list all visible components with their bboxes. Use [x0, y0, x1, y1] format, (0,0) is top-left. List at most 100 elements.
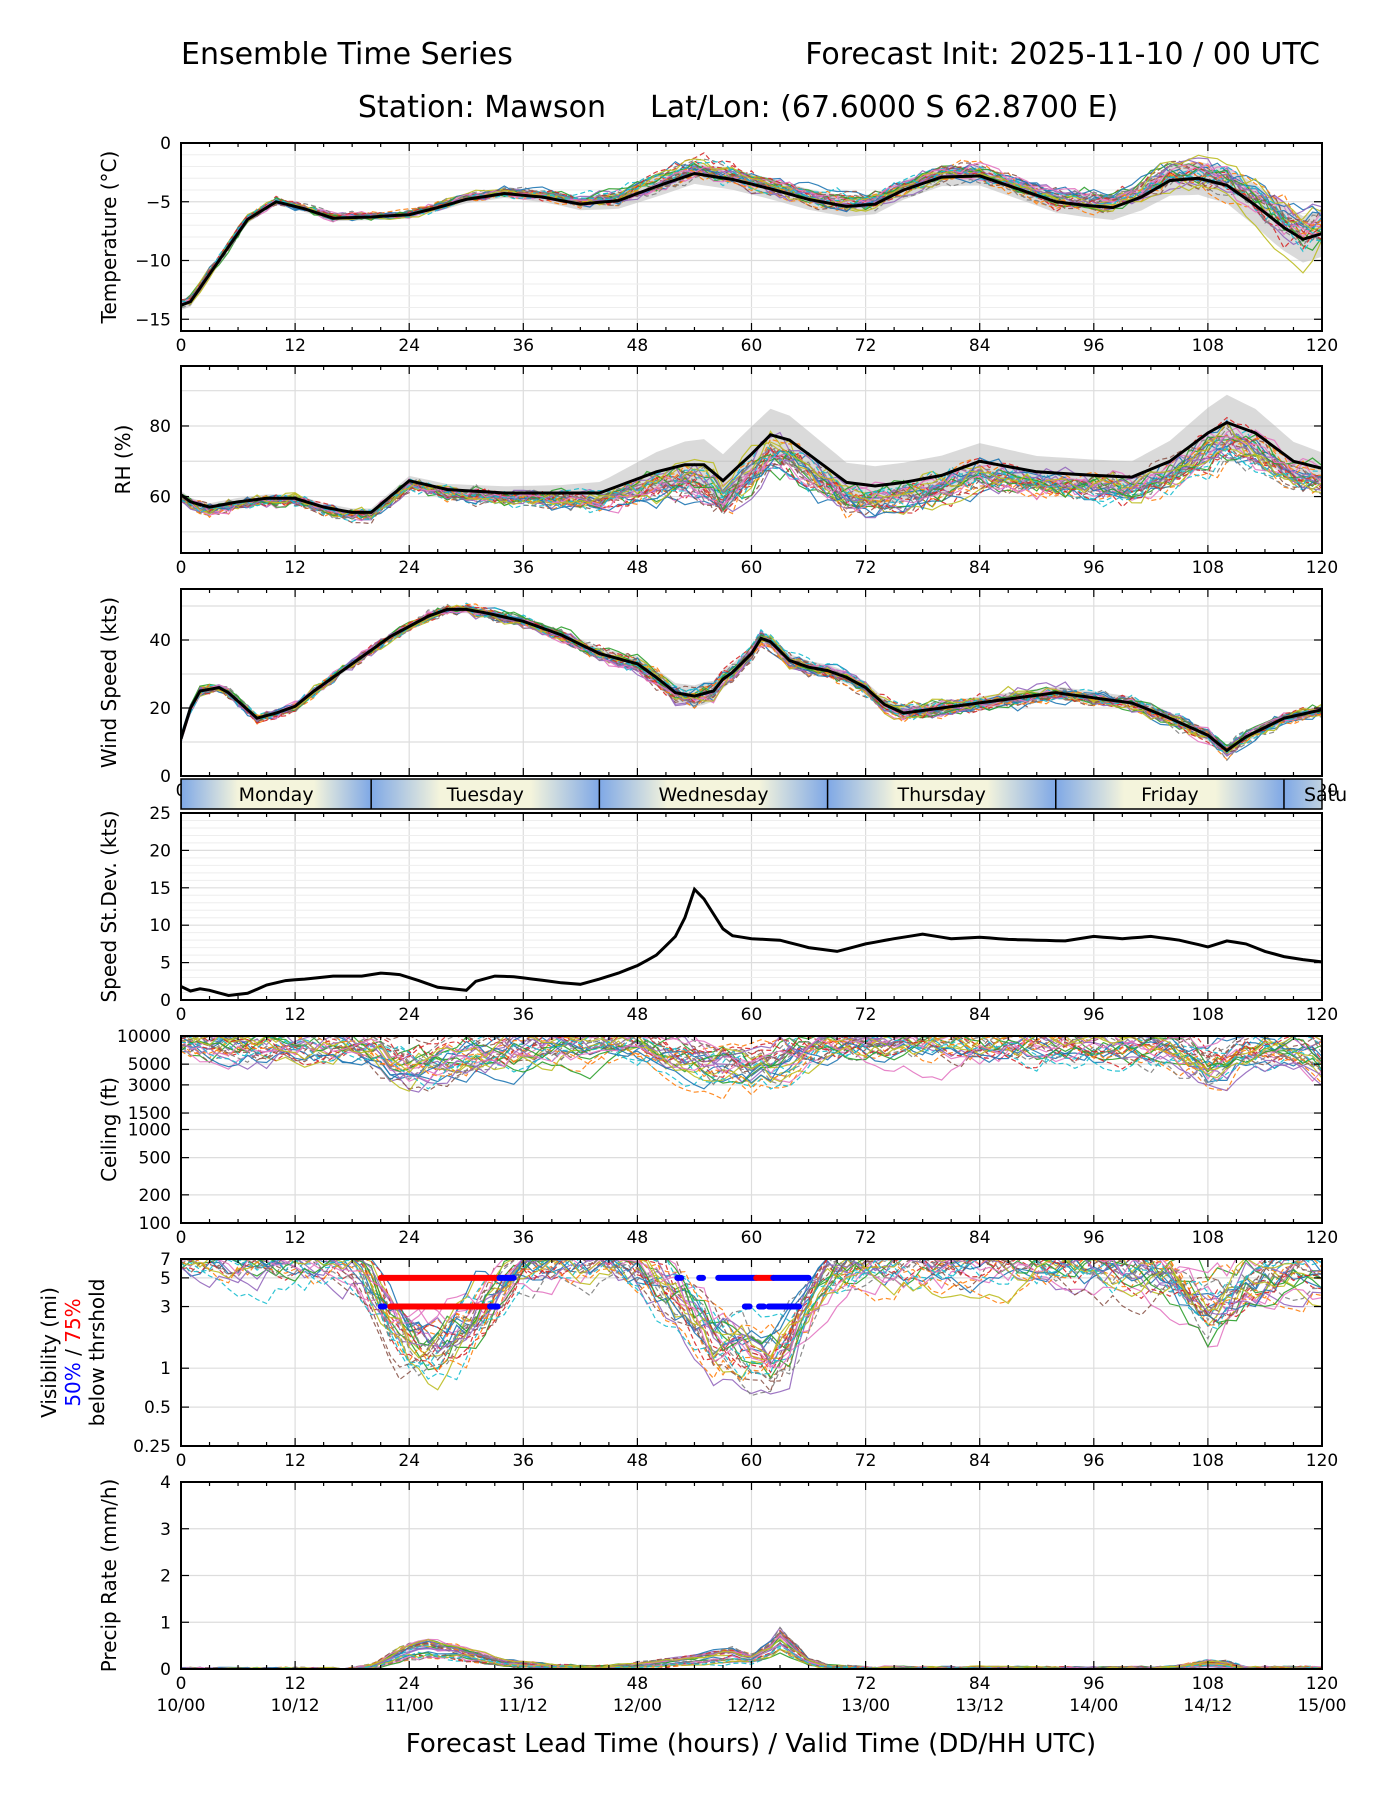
- day-label: Tuesday: [446, 784, 524, 806]
- day-band: [371, 779, 600, 809]
- x-tick-label: 12: [284, 336, 306, 356]
- ensemble-member-line: [181, 1036, 1322, 1090]
- panel-grid: [180, 812, 1323, 1001]
- y-tick-label: −15: [135, 310, 171, 330]
- ensemble-member-line: [181, 1036, 1322, 1086]
- x-tick-label: 84: [969, 1451, 991, 1471]
- x-tick-label: 120: [1306, 1005, 1338, 1025]
- x-tick-label: 120: [1306, 1228, 1338, 1248]
- x-tick-label: 84: [969, 1674, 991, 1694]
- y-tick-label: 4: [160, 1473, 171, 1493]
- day-strip: Monday Tuesday Wednesday Thursday Friday Satu: [180, 778, 1347, 810]
- day-band: [1283, 779, 1322, 809]
- x-tick-label: 96: [1083, 336, 1105, 356]
- x-tick-label: 48: [627, 558, 649, 578]
- ensemble-member-line: [181, 1259, 1322, 1380]
- panel-rh: 0 12 24 36 48 60 72 84 96 108 120 60 80 RH (%): [111, 365, 1338, 578]
- x-tick-label: 24: [398, 1005, 420, 1025]
- x-tick-label: 96: [1083, 1451, 1105, 1471]
- panel-plot-area: [181, 602, 1322, 762]
- ensemble-mean-line: [181, 607, 1322, 753]
- day-label: Friday: [1141, 784, 1199, 806]
- y-tick-label: 7: [160, 1250, 171, 1270]
- x-tick-label: 120: [1306, 1451, 1338, 1471]
- ensemble-member-line: [181, 1259, 1322, 1381]
- x-valid-time-label: 14/12: [1183, 1696, 1232, 1716]
- panel-temperature: 0 12 24 36 48 60 72 84 96 108 120 −15 −10 −5 0 Temperat…: [97, 134, 1338, 356]
- x-tick-label: 0: [176, 1005, 187, 1025]
- y-tick-label: 1: [160, 1359, 171, 1379]
- ensemble-member-line: [181, 1637, 1322, 1669]
- x-tick-label: 108: [1192, 1674, 1224, 1694]
- ensemble-member-line: [181, 1036, 1322, 1081]
- ensemble-member-line: [181, 421, 1322, 519]
- x-tick-label: 36: [512, 1451, 534, 1471]
- day-strip-bands: [181, 779, 1322, 809]
- ensemble-member-line: [181, 1259, 1322, 1369]
- y-tick-label: 3000: [128, 1076, 171, 1096]
- y-axis-label: Ceiling (ft): [97, 1077, 121, 1182]
- ensemble-mean-line: [181, 171, 1322, 307]
- ensemble-member-line: [181, 152, 1322, 304]
- y-tick-label: 5: [160, 954, 171, 974]
- day-band: [1055, 779, 1284, 809]
- x-tick-label: 36: [512, 1005, 534, 1025]
- y-tick-label: 100: [139, 1214, 171, 1234]
- ensemble-member-line: [190, 1259, 1303, 1359]
- x-valid-time-label: 14/00: [1069, 1696, 1118, 1716]
- x-tick-label: 60: [741, 1228, 763, 1248]
- x-tick-label: 12: [284, 1005, 306, 1025]
- ensemble-member-line: [181, 1641, 1322, 1669]
- x-tick-label: 24: [398, 1451, 420, 1471]
- x-tick-label: 84: [969, 336, 991, 356]
- day-band: [599, 779, 828, 809]
- y-ticks: −15 −10 −5 0: [135, 134, 1322, 330]
- ensemble-member-line: [181, 1036, 1322, 1096]
- panel-plot-area: [181, 886, 1322, 998]
- ensemble-member-line: [257, 1259, 1322, 1356]
- x-tick-label: 12: [284, 558, 306, 578]
- x-tick-label: 72: [855, 1451, 877, 1471]
- x-valid-time-label: 13/12: [955, 1696, 1004, 1716]
- y-axis-label: Speed St.Dev. (kts): [97, 810, 121, 1002]
- ensemble-member-line: [181, 604, 1322, 751]
- x-tick-label: 72: [855, 1228, 877, 1248]
- x-tick-label: 24: [398, 1228, 420, 1248]
- x-tick-label: 108: [1192, 1228, 1224, 1248]
- x-tick-label: 72: [855, 336, 877, 356]
- y-tick-label: 60: [149, 488, 171, 508]
- x-axis-label: Forecast Lead Time (hours) / Valid Time …: [406, 1729, 1096, 1759]
- x-tick-label: 96: [1083, 1674, 1105, 1694]
- day-label: Monday: [239, 784, 314, 806]
- panel-plot-area: [181, 394, 1322, 525]
- y-tick-label: 3: [160, 1298, 171, 1318]
- ensemble-member-line: [181, 161, 1322, 303]
- y-tick-label: 5: [160, 1269, 171, 1289]
- x-tick-label: 108: [1192, 558, 1224, 578]
- x-tick-label: 60: [741, 1005, 763, 1025]
- ensemble-member-line: [181, 427, 1322, 520]
- y-tick-label: 1500: [128, 1104, 171, 1124]
- y-tick-label: 1000: [128, 1121, 171, 1141]
- y-tick-label: 5000: [128, 1055, 171, 1075]
- ensemble-member-line: [181, 1036, 1322, 1090]
- y-tick-label: 500: [139, 1149, 171, 1169]
- x-tick-label: 12: [284, 1451, 306, 1471]
- x-valid-time-label: 12/00: [613, 1696, 662, 1716]
- y-axis-label-75pct: 75%: [61, 1298, 85, 1342]
- x-tick-label: 60: [741, 1674, 763, 1694]
- y-ticks: 60 80: [149, 417, 1322, 508]
- y-axis-label-line2: 50% / 75%: [61, 1298, 85, 1406]
- ensemble-member-line: [181, 605, 1322, 754]
- ensemble-member-line: [181, 451, 1322, 521]
- x-tick-label: 84: [969, 1228, 991, 1248]
- y-tick-label: 15: [149, 879, 171, 899]
- panel-visibility: 0 12 24 36 48 60 72 84 96 108 120 0.25 0.5 1 3 57 Visibi…: [37, 1250, 1338, 1471]
